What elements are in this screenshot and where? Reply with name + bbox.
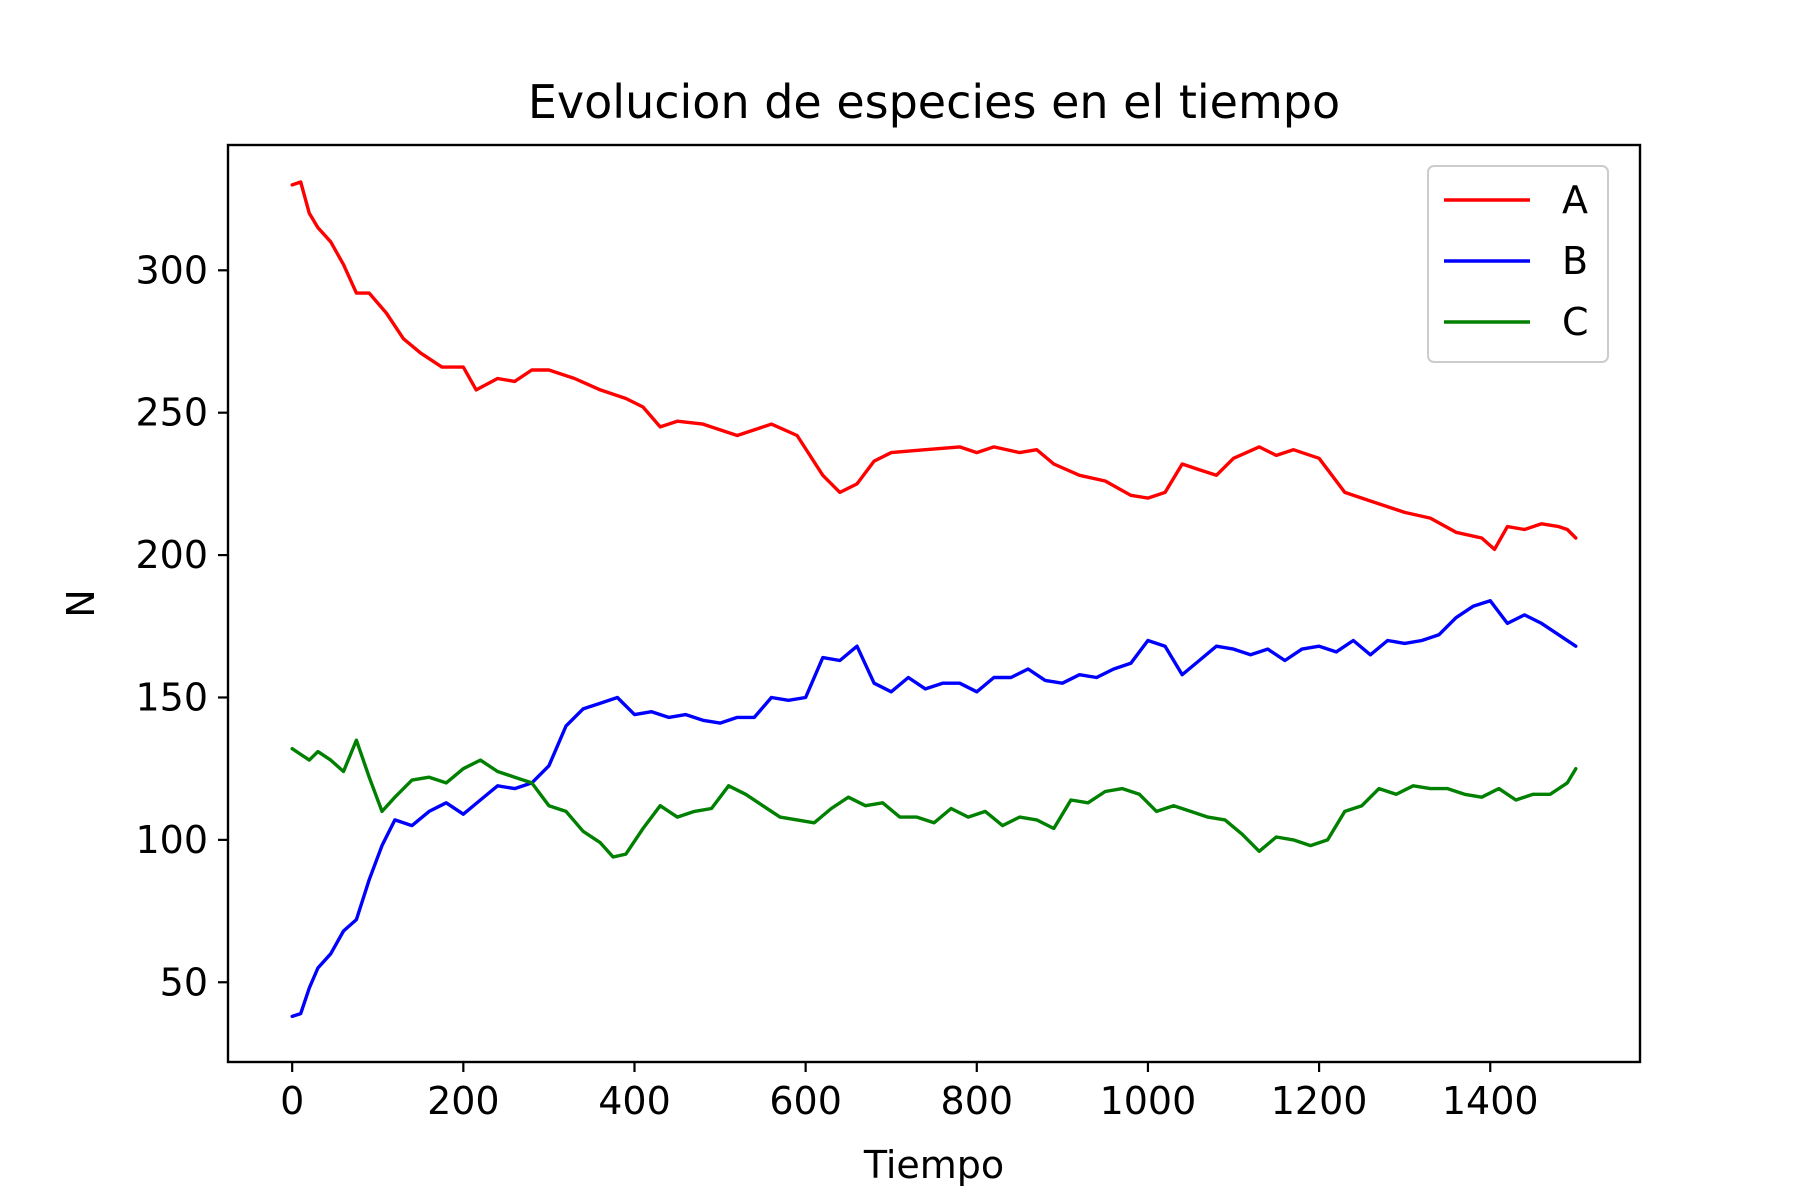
x-axis: 0 200 400 600 800 1000 1200 1400	[280, 1062, 1539, 1123]
y-tick-label: 200	[135, 533, 208, 577]
y-tick-label: 50	[160, 960, 208, 1004]
x-axis-label: Tiempo	[863, 1143, 1004, 1187]
y-tick-label: 150	[135, 675, 208, 719]
x-tick-label: 600	[769, 1079, 842, 1123]
legend-label-b: B	[1562, 239, 1588, 283]
y-axis: 50 100 150 200 250 300	[135, 248, 228, 1004]
x-tick-label: 200	[427, 1079, 500, 1123]
y-tick-label: 250	[135, 391, 208, 435]
chart-title: Evolucion de especies en el tiempo	[528, 75, 1340, 129]
x-tick-label: 1200	[1271, 1079, 1368, 1123]
x-tick-label: 1000	[1100, 1079, 1197, 1123]
series-line-a	[290, 180, 1578, 552]
series-line-c	[290, 738, 1578, 859]
x-tick-label: 400	[598, 1079, 671, 1123]
y-tick-label: 300	[135, 248, 208, 292]
legend-label-c: C	[1562, 300, 1589, 344]
legend-label-a: A	[1562, 178, 1588, 222]
x-tick-label: 0	[280, 1079, 304, 1123]
plot-area	[290, 180, 1578, 1019]
plot-frame	[226, 143, 1642, 1064]
legend-box	[1427, 165, 1609, 363]
x-tick-label: 1400	[1442, 1079, 1539, 1123]
legend: ABC	[1427, 165, 1609, 363]
y-tick-label: 100	[135, 818, 208, 862]
x-tick-label: 800	[941, 1079, 1014, 1123]
y-axis-label: N	[59, 589, 103, 617]
series-line-b	[290, 599, 1578, 1019]
